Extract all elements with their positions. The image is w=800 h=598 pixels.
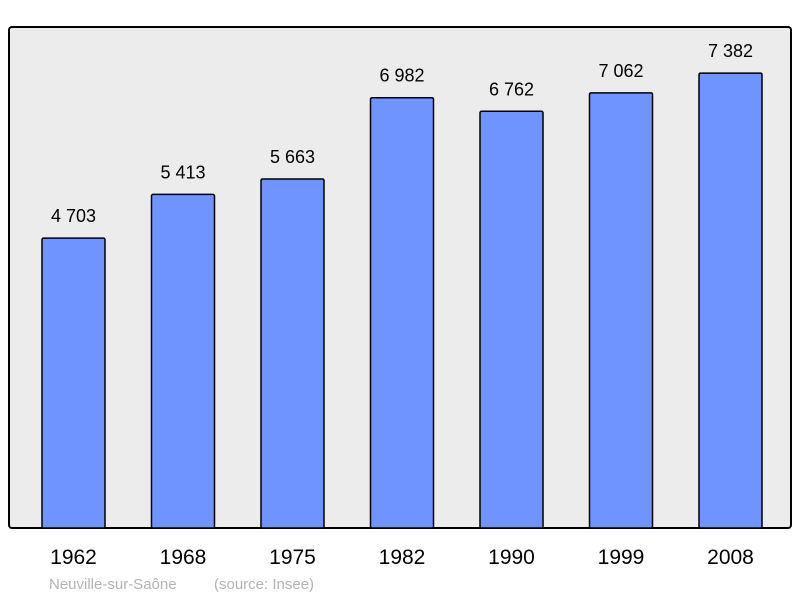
data-label-1962: 4 703 [51, 206, 96, 226]
x-tick-label-1968: 1968 [160, 546, 207, 569]
caption-place: Neuville-sur-Saône [49, 576, 177, 593]
bar-1990 [479, 110, 544, 529]
bar-1975 [260, 178, 325, 529]
x-tick-label-1999: 1999 [598, 546, 645, 569]
bar-1962 [41, 237, 106, 529]
x-tick-label-1990: 1990 [488, 546, 535, 569]
bar-1982 [369, 96, 435, 529]
x-tick-label-2008: 2008 [707, 546, 754, 569]
data-label-1968: 5 413 [160, 162, 205, 182]
x-tick-label-1975: 1975 [269, 546, 316, 569]
data-label-1975: 5 663 [270, 147, 315, 167]
data-label-1999: 7 062 [598, 61, 643, 81]
data-label-1982: 6 982 [379, 66, 424, 86]
data-label-1990: 6 762 [489, 79, 534, 99]
bar-1999 [588, 92, 654, 529]
data-label-2008: 7 382 [708, 41, 753, 61]
caption-source: (source: Insee) [214, 576, 314, 593]
bar-1968 [150, 193, 216, 529]
x-tick-label-1962: 1962 [50, 546, 97, 569]
bar-2008 [698, 72, 763, 529]
x-tick-label-1982: 1982 [379, 546, 426, 569]
